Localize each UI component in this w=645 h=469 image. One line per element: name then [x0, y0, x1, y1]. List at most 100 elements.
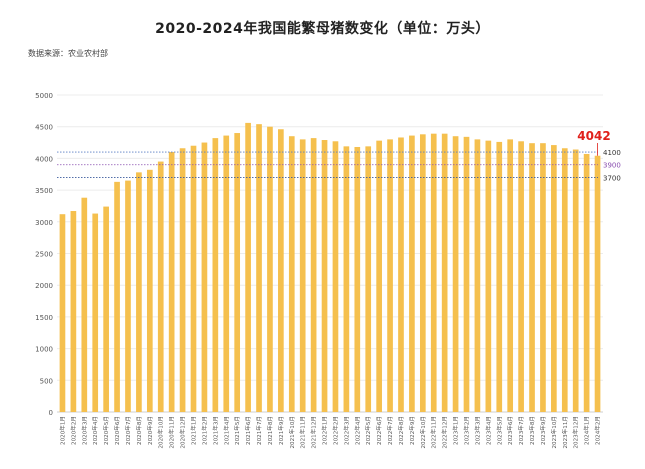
x-tick-label: 2021年4月 — [222, 416, 230, 445]
bar — [496, 141, 503, 412]
bar — [518, 141, 524, 413]
y-tick-label: 3000 — [35, 219, 53, 227]
bar — [201, 142, 208, 413]
x-tick-label: 2021年12月 — [310, 416, 318, 449]
y-tick-label: 1000 — [35, 346, 53, 354]
bar — [146, 169, 153, 412]
annotation-label: 4042 — [577, 129, 610, 143]
x-tick-label: 2023年11月 — [561, 416, 569, 449]
bar — [70, 211, 77, 412]
chart-title: 2020-2024年我国能繁母猪数变化（单位：万头） — [155, 21, 490, 37]
bar — [409, 135, 415, 413]
bar — [245, 122, 251, 413]
x-tick-label: 2022年2月 — [331, 416, 339, 445]
bar — [114, 181, 120, 412]
bar — [583, 153, 590, 412]
x-tick-label: 2020年8月 — [135, 416, 143, 445]
bar — [507, 139, 514, 412]
bar — [365, 146, 372, 412]
bar — [485, 140, 492, 412]
x-tick-label: 2021年5月 — [233, 416, 241, 445]
bar — [376, 140, 382, 412]
x-tick-label: 2024年1月 — [583, 416, 591, 445]
x-tick-label: 2021年7月 — [255, 416, 263, 445]
x-tick-label: 2020年4月 — [91, 416, 99, 445]
bar — [561, 148, 568, 413]
bar — [212, 138, 219, 412]
bar — [310, 138, 317, 412]
y-tick-label: 1500 — [35, 314, 53, 322]
bar — [125, 180, 131, 412]
x-tick-label: 2022年1月 — [321, 416, 329, 445]
x-tick-label: 2023年12月 — [572, 416, 580, 449]
x-tick-label: 2020年10月 — [157, 416, 165, 449]
x-tick-label: 2020年6月 — [113, 416, 121, 445]
bar — [288, 136, 295, 412]
x-tick-label: 2023年3月 — [473, 416, 481, 445]
bar — [321, 140, 328, 412]
x-tick-label: 2020年9月 — [146, 416, 154, 445]
x-tick-label: 2021年8月 — [266, 416, 274, 445]
bar — [190, 145, 197, 412]
data-source-note: 数据来源：农业农村部 — [28, 49, 108, 58]
bar — [463, 136, 470, 412]
x-tick-label: 2022年4月 — [353, 416, 361, 445]
x-tick-label: 2021年11月 — [299, 416, 307, 449]
x-tick-label: 2021年1月 — [190, 416, 198, 445]
x-tick-label: 2020年12月 — [179, 416, 187, 449]
x-tick-label: 2020年1月 — [58, 416, 66, 445]
x-tick-label: 2022年7月 — [386, 416, 394, 445]
x-tick-label: 2022年9月 — [408, 416, 416, 445]
reference-line-label: 4100 — [603, 149, 621, 157]
bar — [59, 214, 66, 412]
x-tick-label: 2023年5月 — [495, 416, 503, 445]
x-tick-label: 2022年10月 — [419, 416, 427, 449]
x-tick-label: 2022年12月 — [441, 416, 449, 449]
x-tick-label: 2020年11月 — [168, 416, 176, 449]
x-tick-label: 2023年2月 — [463, 416, 471, 445]
x-tick-label: 2022年8月 — [397, 416, 405, 445]
bar — [234, 133, 241, 413]
x-tick-label: 2022年11月 — [430, 416, 438, 449]
reference-line-label: 3900 — [603, 162, 621, 170]
bar — [168, 152, 175, 412]
y-tick-label: 2000 — [35, 282, 53, 290]
bar — [103, 206, 109, 412]
x-tick-label: 2021年10月 — [288, 416, 296, 449]
bar — [223, 135, 230, 413]
bar — [572, 149, 579, 413]
y-tick-label: 5000 — [35, 92, 53, 100]
bar — [267, 126, 273, 412]
x-tick-label: 2021年2月 — [200, 416, 208, 445]
bar — [594, 155, 601, 413]
bar — [278, 129, 284, 412]
y-tick-label: 0 — [49, 409, 53, 417]
bar — [452, 136, 459, 412]
x-tick-label: 2023年6月 — [506, 416, 514, 445]
bar — [354, 146, 361, 412]
x-tick-label: 2023年7月 — [517, 416, 525, 445]
bar — [419, 134, 426, 413]
x-tick-label: 2020年2月 — [69, 416, 77, 445]
x-tick-label: 2021年6月 — [244, 416, 252, 445]
x-tick-label: 2022年3月 — [342, 416, 350, 445]
bar — [398, 137, 404, 412]
bar — [256, 124, 262, 412]
bar — [474, 139, 481, 412]
bar — [332, 141, 339, 413]
x-tick-label: 2020年5月 — [102, 416, 110, 445]
bar — [430, 133, 437, 412]
x-tick-label: 2021年9月 — [277, 416, 285, 445]
bar — [92, 213, 99, 412]
bar — [299, 139, 306, 412]
bar — [157, 161, 164, 412]
x-tick-label: 2023年9月 — [539, 416, 547, 445]
x-tick-label: 2020年3月 — [80, 416, 88, 445]
x-tick-label: 2021年3月 — [211, 416, 219, 445]
x-tick-label: 2022年5月 — [364, 416, 372, 445]
x-tick-label: 2023年4月 — [484, 416, 492, 445]
x-tick-label: 2023年10月 — [550, 416, 558, 449]
bar — [551, 145, 557, 412]
